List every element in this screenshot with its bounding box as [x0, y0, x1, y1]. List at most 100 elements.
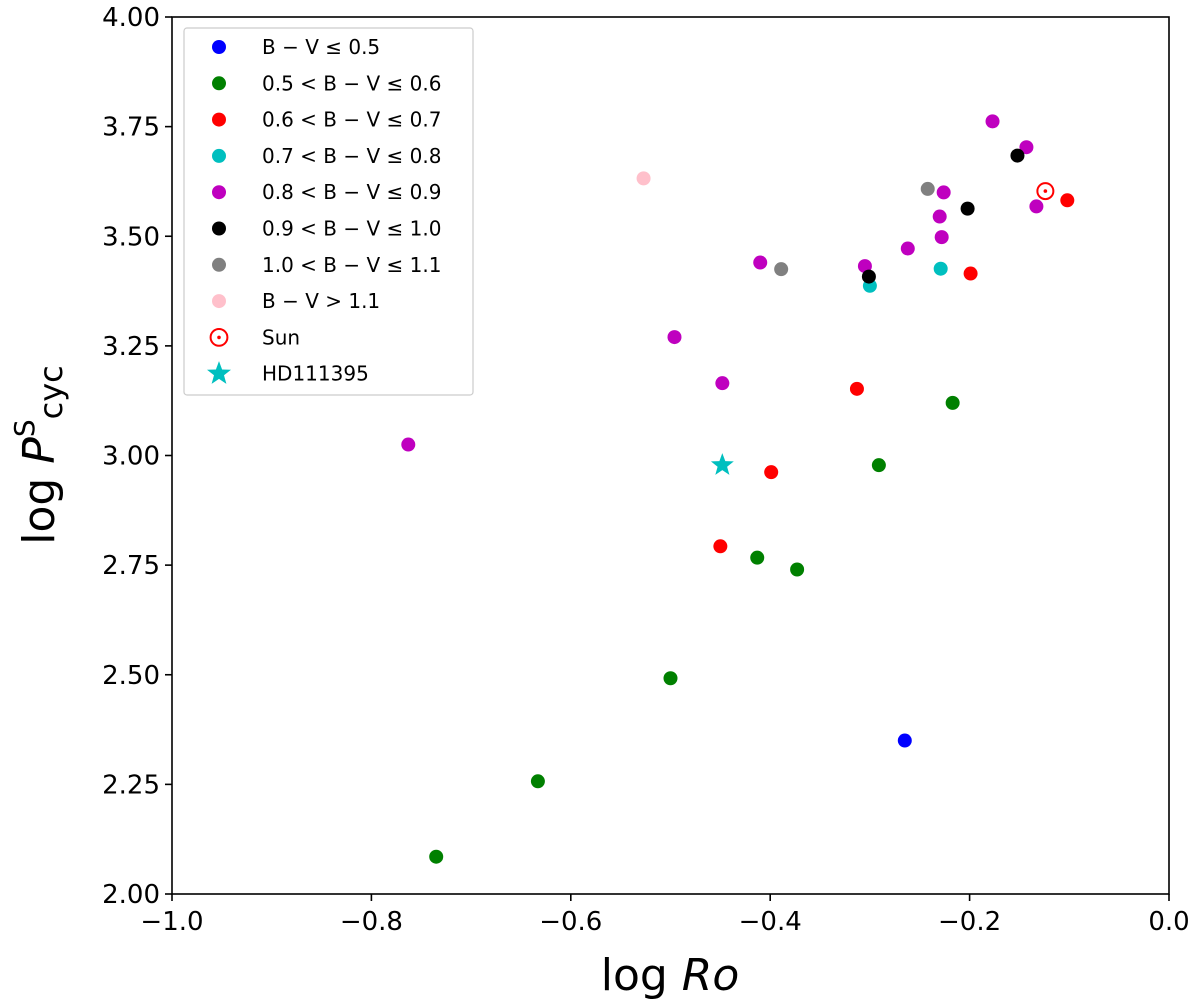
legend-item: 0.5 < B − V ≤ 0.6 — [212, 71, 441, 95]
legend-item: B − V > 1.1 — [212, 289, 380, 313]
data-point — [1060, 193, 1075, 208]
data-point — [715, 376, 730, 391]
data-point — [401, 437, 416, 452]
legend-marker — [212, 76, 226, 91]
y-tick-label: 4.00 — [102, 3, 160, 33]
y-tick-label: 3.25 — [102, 332, 160, 362]
y-tick-label: 3.00 — [102, 442, 160, 472]
legend-marker — [212, 112, 226, 127]
data-point — [1029, 199, 1044, 214]
data-point — [1010, 148, 1025, 163]
legend-marker — [212, 294, 226, 309]
data-point — [933, 261, 948, 276]
data-point — [936, 185, 951, 200]
data-point — [920, 181, 935, 196]
legend-label: Sun — [262, 325, 300, 349]
legend-marker — [212, 148, 226, 163]
y-tick-label: 2.50 — [102, 661, 160, 691]
series-7 — [636, 171, 651, 186]
series-6 — [774, 181, 935, 277]
legend-item: 1.0 < B − V ≤ 1.1 — [212, 253, 441, 277]
legend-label: 0.7 < B − V ≤ 0.8 — [262, 144, 441, 168]
legend-label: HD111395 — [262, 362, 369, 386]
data-point — [900, 241, 915, 256]
series-1 — [429, 395, 960, 864]
legend-item: 0.9 < B − V ≤ 1.0 — [212, 217, 441, 241]
legend-marker — [207, 361, 231, 384]
data-point — [945, 395, 960, 410]
legend-item: HD111395 — [207, 361, 369, 386]
series-8 — [1036, 182, 1055, 201]
legend-box — [183, 27, 474, 396]
x-tick-label: −0.2 — [938, 907, 1001, 937]
series-5 — [861, 148, 1025, 284]
series-0 — [897, 733, 912, 748]
data-point — [960, 201, 975, 216]
legend-item: Sun — [209, 325, 300, 349]
data-point — [663, 671, 678, 686]
y-tick-label: 2.00 — [102, 880, 160, 910]
sun-dot — [217, 335, 221, 340]
y-axis-label: log PScyc — [8, 365, 70, 545]
data-point — [1036, 182, 1055, 201]
data-point — [963, 266, 978, 281]
data-point — [713, 539, 728, 554]
data-point — [985, 114, 1000, 129]
data-point — [1019, 140, 1034, 155]
legend-label: 0.9 < B − V ≤ 1.0 — [262, 217, 441, 241]
data-point — [774, 262, 789, 277]
data-point — [764, 465, 779, 480]
series-2 — [713, 193, 1075, 554]
legend-label: 0.5 < B − V ≤ 0.6 — [262, 71, 441, 95]
data-point — [750, 550, 765, 565]
sun-ring — [209, 328, 229, 347]
legend-label: 0.6 < B − V ≤ 0.7 — [262, 108, 441, 132]
sun-dot — [1043, 189, 1048, 193]
data-point — [857, 259, 872, 274]
legend-item: 0.6 < B − V ≤ 0.7 — [212, 108, 441, 132]
data-point — [636, 171, 651, 186]
y-tick-label: 3.75 — [102, 113, 160, 143]
sun-ring — [1036, 182, 1055, 201]
legend-marker — [212, 40, 226, 54]
series-4 — [401, 114, 1044, 452]
data-point — [849, 381, 864, 396]
legend-item: B − V ≤ 0.5 — [212, 35, 380, 59]
x-tick-label: 0.0 — [1148, 907, 1189, 937]
data-point — [897, 733, 912, 748]
data-point — [710, 453, 734, 475]
legend-label: 0.8 < B − V ≤ 0.9 — [262, 180, 441, 204]
legend-item: 0.7 < B − V ≤ 0.8 — [212, 144, 441, 168]
legend-marker — [212, 185, 226, 200]
x-axis: −1.0 −0.8 −0.6 −0.4 −0.2 0.0 — [140, 894, 1190, 937]
data-point — [934, 230, 949, 245]
legend-marker — [212, 257, 226, 272]
x-tick-label: −1.0 — [140, 907, 203, 937]
y-tick-label: 2.75 — [102, 551, 160, 581]
data-point — [790, 562, 805, 577]
y-axis: 2.00 2.25 2.50 2.75 3.00 3.25 3.50 3.75 4.00 — [102, 3, 172, 910]
legend-marker — [212, 221, 226, 236]
data-point — [429, 849, 444, 864]
data-point — [871, 458, 886, 473]
data-point — [753, 255, 768, 270]
legend-label: 1.0 < B − V ≤ 1.1 — [262, 253, 441, 277]
data-points — [401, 114, 1075, 864]
legend-label: B − V ≤ 0.5 — [262, 35, 380, 59]
x-tick-label: −0.4 — [739, 907, 802, 937]
y-tick-label: 2.25 — [102, 770, 160, 800]
x-tick-label: −0.8 — [340, 907, 403, 937]
x-axis-label: log Ro — [601, 950, 740, 1001]
legend-label: B − V > 1.1 — [262, 289, 380, 313]
legend: B − V ≤ 0.5 0.5 < B − V ≤ 0.6 0.6 < B − V … — [183, 27, 474, 396]
data-point — [530, 774, 545, 789]
series-9 — [710, 453, 734, 475]
data-point — [932, 209, 947, 224]
data-point — [667, 330, 682, 345]
y-tick-label: 3.50 — [102, 222, 160, 252]
legend-item: 0.8 < B − V ≤ 0.9 — [212, 180, 441, 204]
x-tick-label: −0.6 — [539, 907, 602, 937]
data-point — [861, 269, 876, 284]
legend-marker — [209, 328, 229, 347]
